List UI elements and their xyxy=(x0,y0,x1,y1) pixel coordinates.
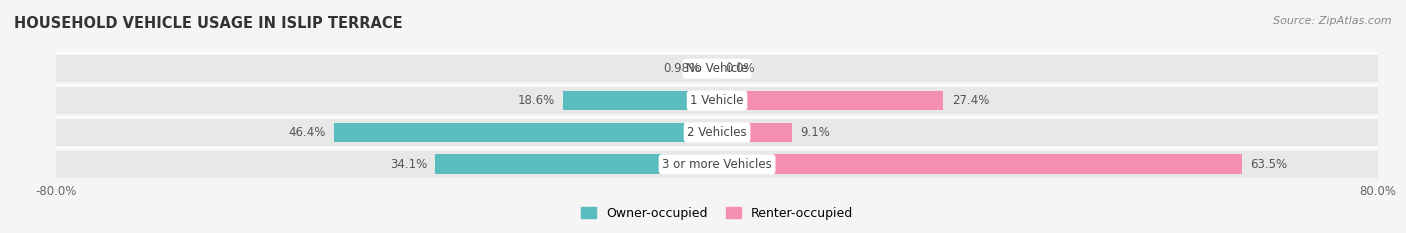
Legend: Owner-occupied, Renter-occupied: Owner-occupied, Renter-occupied xyxy=(576,202,858,225)
Text: 34.1%: 34.1% xyxy=(389,158,427,171)
Bar xyxy=(564,91,717,110)
Text: 63.5%: 63.5% xyxy=(1250,158,1286,171)
Bar xyxy=(333,123,717,142)
Bar xyxy=(436,154,717,174)
Bar xyxy=(717,91,943,110)
Bar xyxy=(56,87,1378,114)
Text: 46.4%: 46.4% xyxy=(288,126,326,139)
Text: 1 Vehicle: 1 Vehicle xyxy=(690,94,744,107)
Text: 0.0%: 0.0% xyxy=(725,62,755,75)
Text: HOUSEHOLD VEHICLE USAGE IN ISLIP TERRACE: HOUSEHOLD VEHICLE USAGE IN ISLIP TERRACE xyxy=(14,16,402,31)
Bar xyxy=(56,119,1378,146)
Text: No Vehicle: No Vehicle xyxy=(686,62,748,75)
Text: 2 Vehicles: 2 Vehicles xyxy=(688,126,747,139)
Bar xyxy=(709,59,717,79)
Bar xyxy=(717,123,792,142)
Bar xyxy=(56,55,1378,82)
Bar xyxy=(717,154,1241,174)
Text: 27.4%: 27.4% xyxy=(952,94,988,107)
Text: 0.98%: 0.98% xyxy=(664,62,700,75)
Bar xyxy=(56,151,1378,178)
Text: 18.6%: 18.6% xyxy=(517,94,555,107)
Text: 9.1%: 9.1% xyxy=(800,126,831,139)
Text: Source: ZipAtlas.com: Source: ZipAtlas.com xyxy=(1274,16,1392,26)
Text: 3 or more Vehicles: 3 or more Vehicles xyxy=(662,158,772,171)
